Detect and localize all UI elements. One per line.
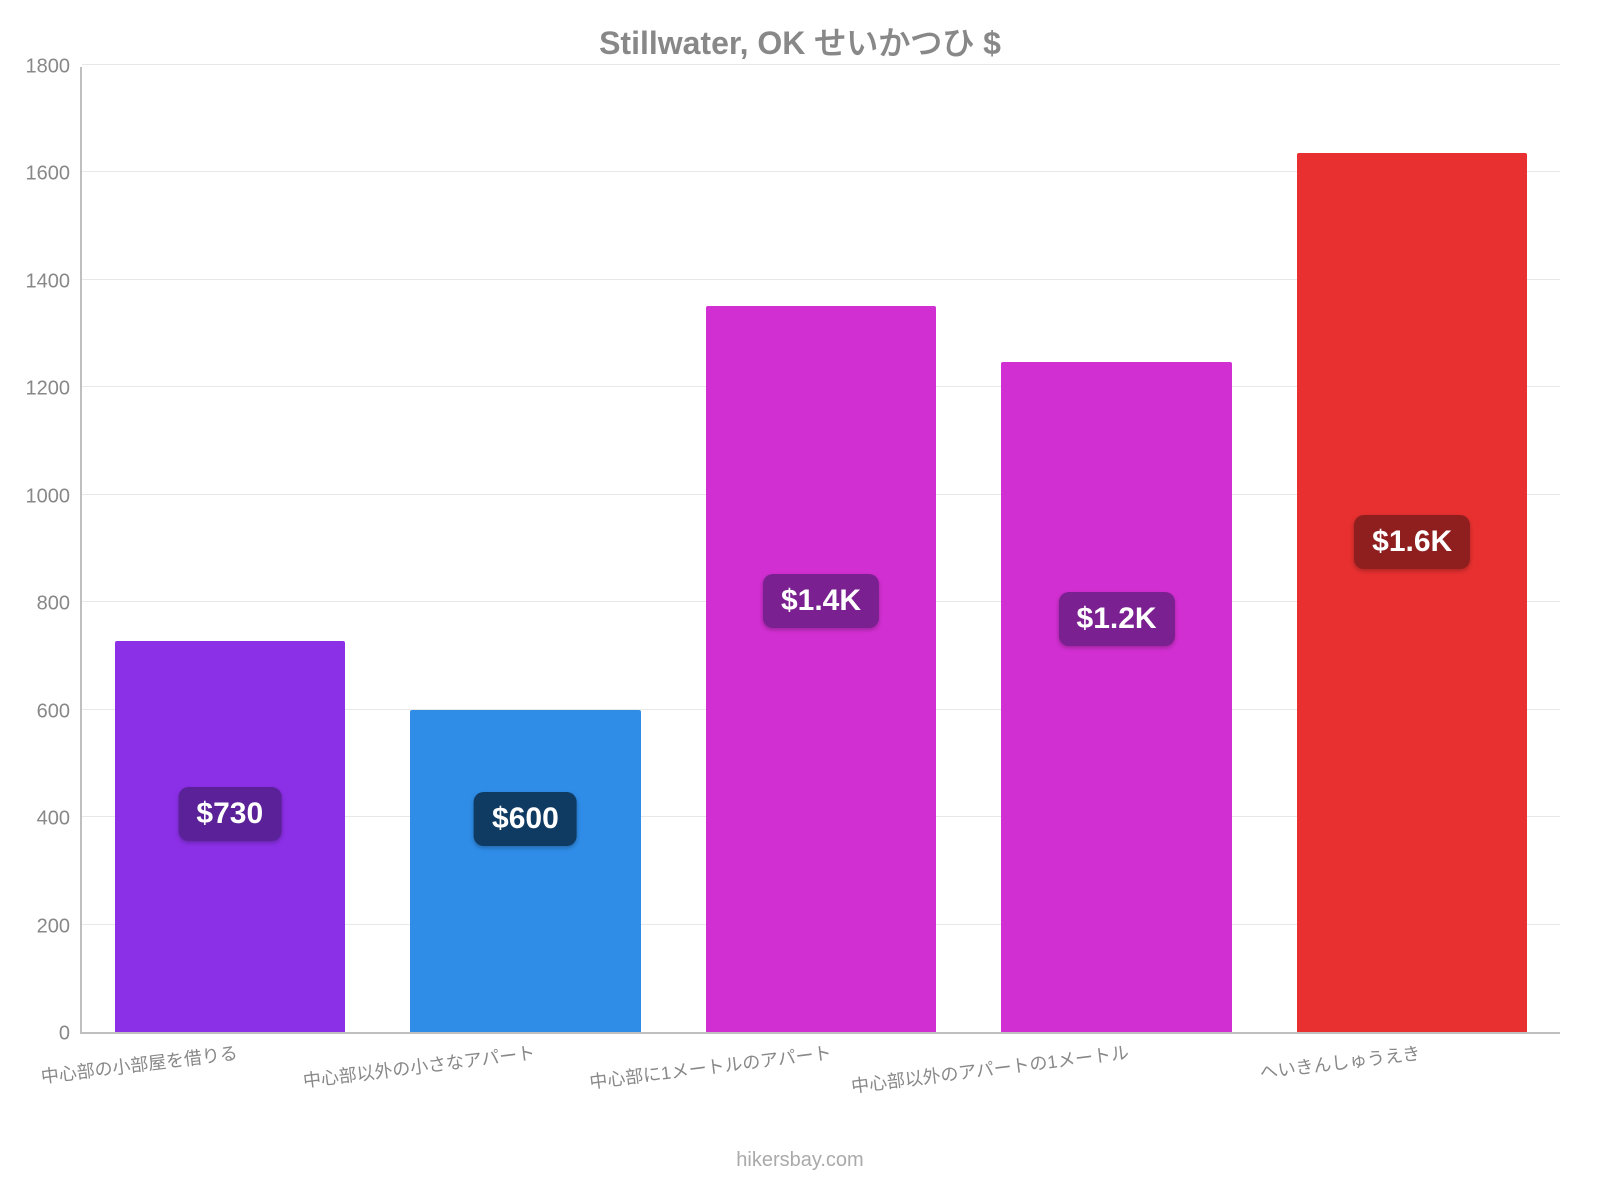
y-tick-label: 800 bbox=[10, 593, 70, 616]
bar-slot: $600 bbox=[378, 67, 674, 1032]
bar-value-label: $1.4K bbox=[763, 574, 879, 628]
bar-value-label: $1.6K bbox=[1354, 515, 1470, 569]
y-tick-label: 0 bbox=[10, 1023, 70, 1046]
x-label-slot: 中心部以外のアパートの1メートル bbox=[968, 1040, 1264, 1120]
bars-group: $730 $600 $1.4K $1.2K $1.6K bbox=[82, 67, 1560, 1032]
bar-slot: $730 bbox=[82, 67, 378, 1032]
x-label-slot: へいきんしゅうえき bbox=[1264, 1040, 1560, 1120]
bar: $730 bbox=[115, 641, 346, 1032]
bar-value-label: $1.2K bbox=[1059, 592, 1175, 646]
attribution-text: hikersbay.com bbox=[0, 1149, 1600, 1172]
bar: $1.4K bbox=[706, 306, 937, 1032]
y-tick-label: 1400 bbox=[10, 270, 70, 293]
y-tick-label: 400 bbox=[10, 808, 70, 831]
y-tick-label: 200 bbox=[10, 915, 70, 938]
x-axis-category-label: 中心部の小部屋を借りる bbox=[39, 1039, 239, 1089]
bar-value-label: $730 bbox=[178, 787, 281, 841]
bar: $1.2K bbox=[1001, 362, 1232, 1032]
bar: $600 bbox=[410, 710, 641, 1032]
x-axis-category-label: へいきんしゅうえき bbox=[1258, 1039, 1421, 1084]
x-axis-labels: 中心部の小部屋を借りる中心部以外の小さなアパート中心部に1メートルのアパート中心… bbox=[80, 1040, 1560, 1120]
bar-slot: $1.2K bbox=[969, 67, 1265, 1032]
gridline bbox=[82, 64, 1560, 65]
plot-area: $730 $600 $1.4K $1.2K $1.6K bbox=[80, 67, 1560, 1034]
bar-value-label: $600 bbox=[474, 792, 577, 846]
y-tick-label: 1800 bbox=[10, 56, 70, 79]
chart-container: Stillwater, OK せいかつひ $ 0 200 400 600 800 1000… bbox=[0, 0, 1600, 1200]
chart-title: Stillwater, OK せいかつひ $ bbox=[0, 18, 1600, 64]
y-tick-label: 1000 bbox=[10, 485, 70, 508]
y-tick-label: 600 bbox=[10, 700, 70, 723]
bar-slot: $1.4K bbox=[673, 67, 969, 1032]
bar-slot: $1.6K bbox=[1264, 67, 1560, 1032]
y-tick-label: 1600 bbox=[10, 163, 70, 186]
y-tick-label: 1200 bbox=[10, 378, 70, 401]
bar: $1.6K bbox=[1297, 153, 1528, 1032]
